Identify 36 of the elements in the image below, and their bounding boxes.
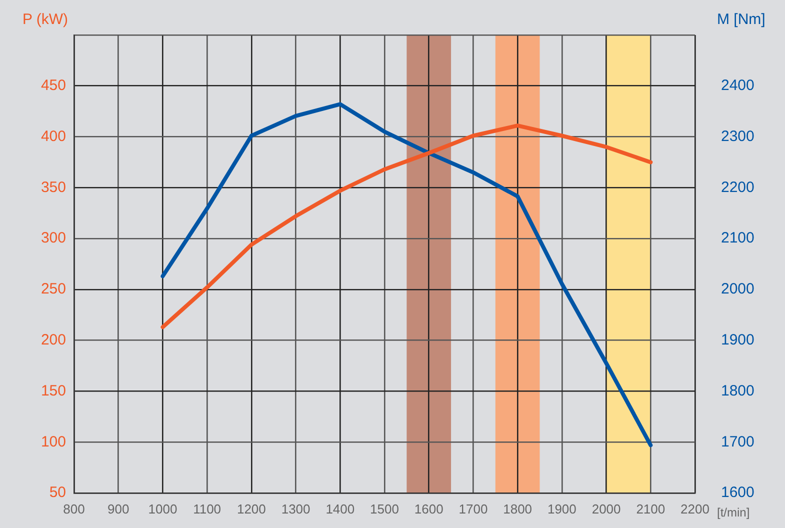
x-tick-label: 1700 bbox=[458, 501, 488, 516]
x-tick-label: 1200 bbox=[236, 501, 266, 516]
y-tick-label: 200 bbox=[40, 331, 66, 348]
x-tick-label: 1300 bbox=[281, 501, 310, 516]
y-tick-label: 150 bbox=[40, 382, 66, 400]
x-tick-label: 1600 bbox=[414, 501, 444, 516]
x-tick-label: 1400 bbox=[326, 501, 355, 516]
y-tick-label: 250 bbox=[40, 280, 66, 298]
y2-tick-label: 2100 bbox=[721, 230, 754, 247]
y-tick-label: 400 bbox=[40, 128, 66, 145]
x-tick-label: 1100 bbox=[193, 501, 222, 516]
x-tick-label: 2100 bbox=[636, 501, 666, 516]
x-tick-label: 1500 bbox=[370, 501, 399, 516]
x-axis-title: [t/min] bbox=[717, 505, 750, 520]
x-tick-label: 900 bbox=[108, 501, 130, 516]
x-tick-label: 1900 bbox=[547, 501, 576, 516]
y2-tick-label: 2000 bbox=[721, 280, 754, 298]
x-tick-label: 1000 bbox=[148, 501, 178, 516]
y2-tick-label: 1700 bbox=[721, 433, 754, 450]
x-tick-label: 800 bbox=[63, 501, 85, 516]
x-tick-label: 2200 bbox=[680, 501, 710, 516]
y-tick-label: 100 bbox=[40, 433, 66, 450]
y-tick-label: 350 bbox=[40, 178, 66, 196]
y-axis-title: P (kW) bbox=[22, 11, 68, 28]
y2-tick-label: 1800 bbox=[721, 382, 754, 400]
y-tick-label: 50 bbox=[49, 484, 66, 502]
y2-tick-label: 1900 bbox=[721, 331, 754, 348]
y2-tick-label: 2300 bbox=[721, 128, 754, 145]
x-tick-label: 2000 bbox=[592, 501, 621, 516]
y2-tick-label: 2200 bbox=[721, 178, 754, 196]
y2-tick-label: 1600 bbox=[721, 484, 754, 502]
y2-axis-title: M [Nm] bbox=[717, 11, 766, 28]
y-tick-label: 450 bbox=[40, 77, 66, 94]
y-tick-label: 300 bbox=[40, 230, 66, 247]
x-tick-label: 1800 bbox=[503, 501, 532, 516]
y2-tick-label: 2400 bbox=[721, 77, 754, 94]
